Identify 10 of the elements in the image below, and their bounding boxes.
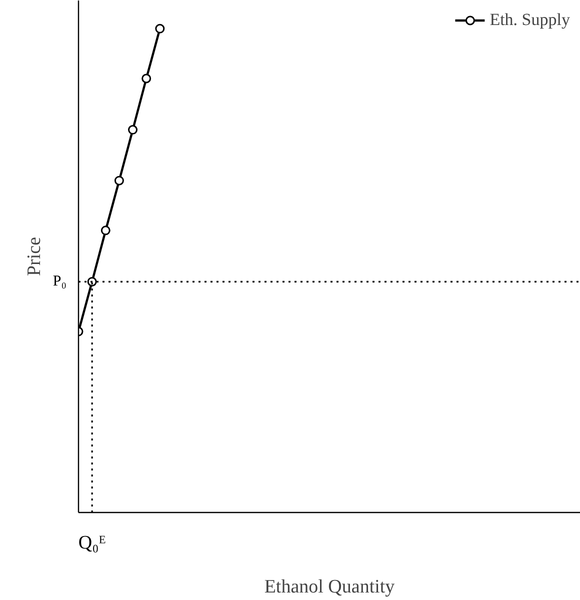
ref-line-label: P₀ <box>52 274 67 290</box>
legend-label: Eth. Supply <box>490 10 570 30</box>
point <box>142 74 152 84</box>
point <box>155 24 165 34</box>
text: Q₀ᴱ <box>78 532 106 554</box>
point <box>128 125 138 135</box>
point <box>114 176 124 186</box>
point <box>100 226 110 236</box>
x-axis-title: Ethanol Quantity <box>264 576 396 598</box>
y-axis-title: Price <box>24 236 45 276</box>
